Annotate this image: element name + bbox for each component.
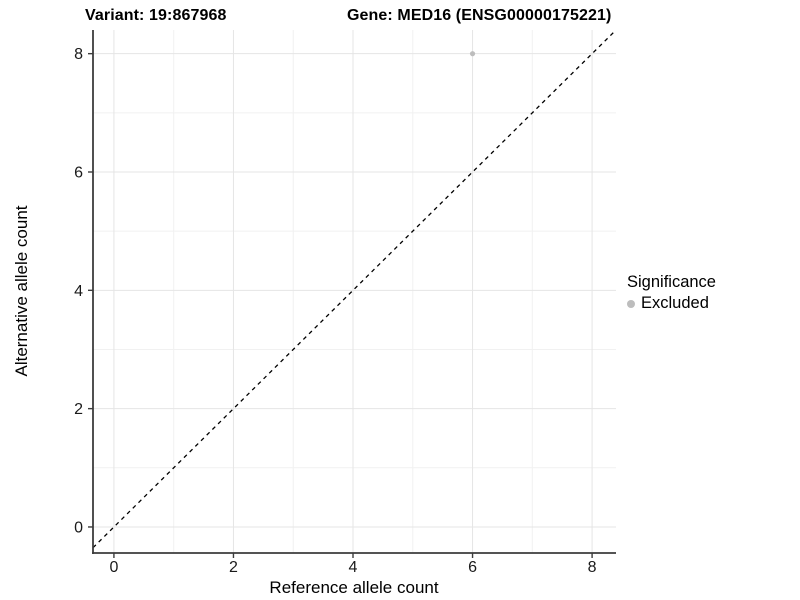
x-axis-label: Reference allele count: [269, 578, 439, 597]
x-tick-label-2: 2: [229, 559, 238, 576]
y-tick-label-4: 4: [74, 283, 83, 300]
plot-title-gene: Gene: MED16 (ENSG00000175221): [347, 7, 612, 24]
x-tick-label-0: 0: [109, 559, 118, 576]
x-tick-label-4: 4: [349, 559, 358, 576]
x-tick-label-8: 8: [588, 559, 597, 576]
data-point-excluded: [469, 51, 476, 57]
identity-dashed-line: [92, 29, 617, 549]
y-tick-label-6: 6: [74, 164, 83, 181]
legend: Significance Excluded: [627, 273, 716, 313]
y-tick-label-2: 2: [74, 401, 83, 418]
legend-item-excluded: Excluded: [627, 294, 716, 313]
y-axis-label: Alternative allele count: [12, 205, 31, 377]
axis-lines: [92, 30, 616, 554]
legend-item-label: Excluded: [641, 294, 709, 312]
x-tick-label-6: 6: [468, 559, 477, 576]
tick-labels: 0 2 4 6 8 0 2 4 6 8: [74, 46, 597, 576]
legend-marker-circle-icon: [627, 299, 635, 308]
gridlines-minor: [93, 30, 616, 553]
y-tick-label-8: 8: [74, 46, 83, 63]
data-points: [469, 51, 476, 57]
y-tick-label-0: 0: [74, 519, 83, 536]
legend-title: Significance: [627, 273, 716, 291]
axis-ticks: [88, 52, 593, 558]
gridlines-major: [93, 30, 616, 553]
plot-title-variant: Variant: 19:867968: [85, 7, 227, 24]
